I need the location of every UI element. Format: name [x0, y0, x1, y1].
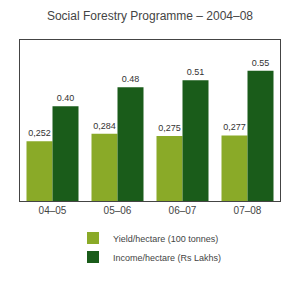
svg-text:0,275: 0,275	[158, 123, 181, 133]
svg-text:0.48: 0.48	[122, 74, 140, 84]
svg-text:0.40: 0.40	[57, 93, 75, 103]
svg-text:04–05: 04–05	[39, 205, 67, 216]
svg-text:Income/hectare (Rs Lakhs): Income/hectare (Rs Lakhs)	[113, 253, 221, 263]
svg-text:0,252: 0,252	[28, 128, 51, 138]
svg-text:Yield/hectare (100 tonnes): Yield/hectare (100 tonnes)	[113, 234, 218, 244]
svg-text:05–06: 05–06	[104, 205, 132, 216]
svg-text:0,284: 0,284	[93, 121, 116, 131]
svg-text:Social Forestry Programme – 20: Social Forestry Programme – 2004–08	[47, 9, 253, 23]
svg-text:07–08: 07–08	[234, 205, 262, 216]
svg-text:0.55: 0.55	[252, 58, 270, 68]
svg-text:06–07: 06–07	[169, 205, 197, 216]
svg-text:0,277: 0,277	[223, 122, 246, 132]
svg-text:0.51: 0.51	[187, 67, 205, 77]
